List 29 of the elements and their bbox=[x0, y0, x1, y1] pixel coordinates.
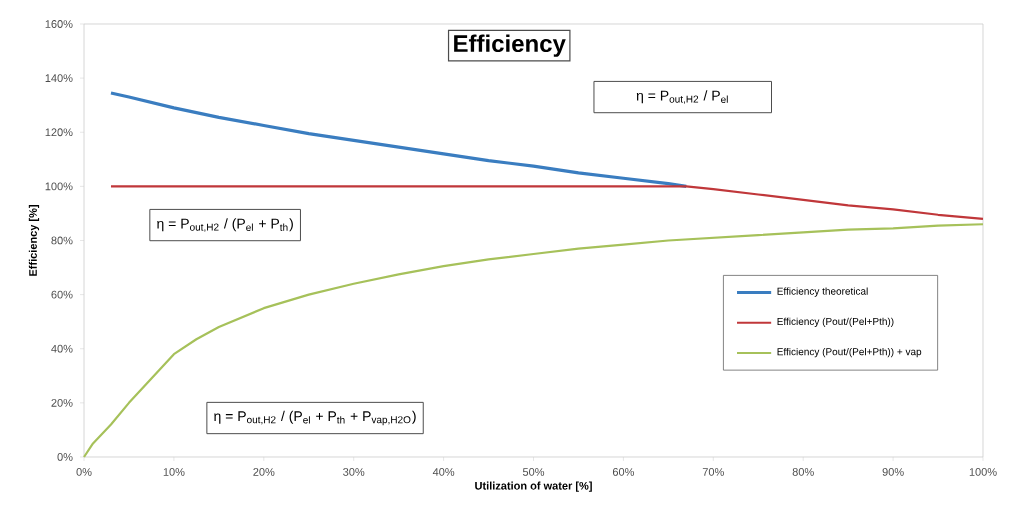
y-tick-label: 100% bbox=[45, 182, 73, 191]
legend-label: Efficiency theoretical bbox=[777, 287, 868, 297]
annotation: η = P$_{out,H2}$ / (P$_{el}$ + P$_{th}$) bbox=[157, 218, 293, 232]
y-tick-label: 120% bbox=[45, 128, 73, 137]
x-tick-label: 60% bbox=[612, 468, 635, 476]
x-tick-label: 70% bbox=[702, 468, 724, 476]
x-tick-label: 0% bbox=[76, 468, 92, 476]
x-tick-label: 50% bbox=[522, 468, 545, 476]
y-tick-label: 80% bbox=[51, 236, 73, 245]
y-tick-label: 40% bbox=[51, 344, 73, 353]
y-tick-label: 160% bbox=[45, 20, 73, 28]
x-tick-label: 10% bbox=[163, 468, 185, 476]
x-tick-label: 40% bbox=[432, 468, 455, 476]
legend-label: Efficiency (Pout/(Pel+Pth)) + vap bbox=[777, 347, 922, 358]
x-tick-label: 20% bbox=[253, 468, 275, 476]
chart-title: Efficiency bbox=[454, 34, 566, 57]
y-tick-label: 0% bbox=[57, 453, 73, 461]
x-tick-label: 80% bbox=[792, 468, 814, 476]
x-tick-label: 90% bbox=[882, 468, 904, 476]
y-tick-label: 20% bbox=[51, 398, 73, 407]
legend-label: Efficiency (Pout/(Pel+Pth)) bbox=[777, 317, 894, 327]
y-axis-title: Efficiency [%] bbox=[28, 205, 40, 276]
y-tick-label: 140% bbox=[45, 74, 73, 82]
text: η = P$_{out,H2}$ / (P$_{el}$ + P$_{th}$ + P$_{vap,H2O}$) bbox=[214, 410, 416, 426]
y-tick-label: 60% bbox=[51, 290, 73, 299]
x-tick-label: 100% bbox=[969, 468, 997, 476]
annotation: η = P$_{out,H2}$ / P$_{el}$ bbox=[636, 90, 728, 104]
x-tick-label: 30% bbox=[343, 468, 365, 476]
x-axis-title: Utilization of water [%] bbox=[475, 481, 592, 492]
